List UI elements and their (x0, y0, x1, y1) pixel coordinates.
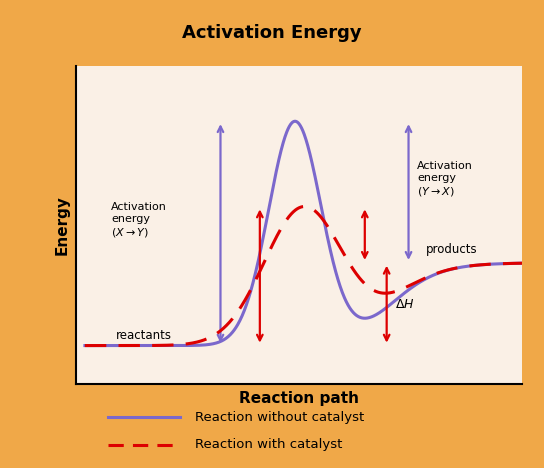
Text: Activation
energy
$(Y\rightarrow X)$: Activation energy $(Y\rightarrow X)$ (417, 161, 473, 197)
Text: Reaction with catalyst: Reaction with catalyst (195, 439, 343, 452)
Y-axis label: Energy: Energy (54, 195, 69, 255)
Text: $\Delta H$: $\Delta H$ (395, 298, 415, 311)
Text: products: products (426, 243, 478, 256)
Text: Reaction without catalyst: Reaction without catalyst (195, 411, 364, 424)
X-axis label: Reaction path: Reaction path (239, 391, 359, 406)
Text: Activation
energy
$(X\rightarrow Y)$: Activation energy $(X\rightarrow Y)$ (111, 203, 167, 239)
Text: Activation Energy: Activation Energy (182, 24, 362, 42)
Text: reactants: reactants (115, 329, 171, 343)
